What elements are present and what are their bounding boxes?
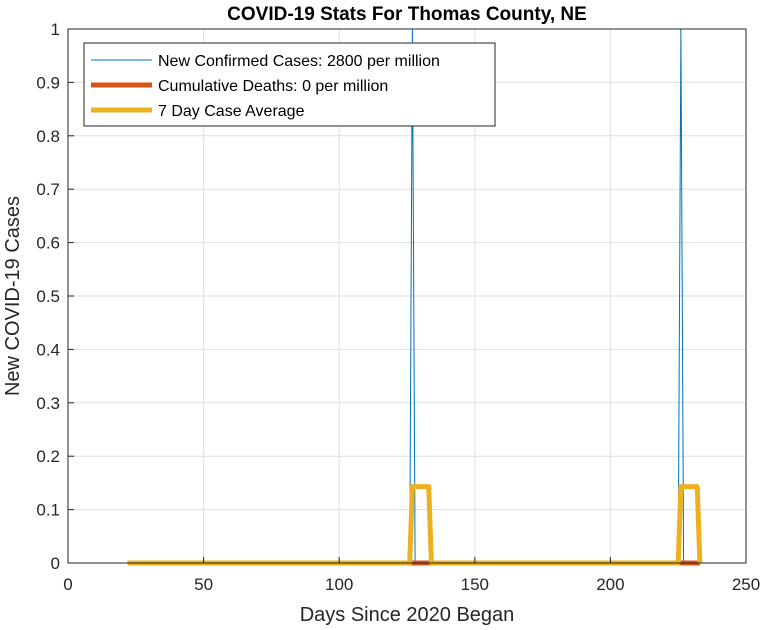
y-tick-label: 0.3: [36, 394, 60, 413]
legend-box: [83, 42, 496, 127]
legend-entry-cumulative-deaths: Cumulative Deaths: 0 per million: [158, 78, 388, 95]
x-tick-label: 150: [461, 575, 489, 594]
x-tick-label: 200: [596, 575, 624, 594]
y-tick-label: 0.6: [36, 234, 60, 253]
y-axis-label: New COVID-19 Cases: [2, 196, 24, 396]
y-tick-label: 0.4: [36, 340, 60, 359]
y-tick-label: 0.8: [36, 127, 60, 146]
x-tick-label: 100: [325, 575, 353, 594]
x-axis-label: Days Since 2020 Began: [300, 604, 515, 626]
chart-title: COVID-19 Stats For Thomas County, NE: [227, 4, 587, 25]
y-tick-label: 1: [51, 20, 60, 39]
x-tick-label: 50: [194, 575, 213, 594]
y-tick-label: 0: [51, 554, 60, 573]
legend-entry-7-day-average: 7 Day Case Average: [158, 103, 305, 120]
y-tick-label: 0.9: [36, 73, 60, 92]
y-tick-label: 0.5: [36, 287, 60, 306]
y-tick-label: 0.1: [36, 501, 60, 520]
y-tick-label: 0.2: [36, 447, 60, 466]
legend: New Confirmed Cases: 2800 per million Cu…: [83, 42, 496, 127]
x-tick-label: 250: [732, 575, 760, 594]
y-tick-label: 0.7: [36, 180, 60, 199]
x-tick-label: 0: [63, 575, 72, 594]
legend-entry-new-cases: New Confirmed Cases: 2800 per million: [158, 53, 440, 70]
ticks: 0 50 100 150 200 250 0 0.1 0.2 0.3 0.4 0.5 0.6 0.7 0.8…: [36, 20, 760, 594]
